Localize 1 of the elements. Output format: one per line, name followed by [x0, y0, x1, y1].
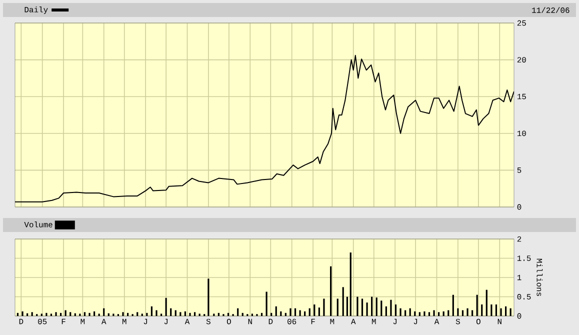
- line-series: [15, 54, 514, 202]
